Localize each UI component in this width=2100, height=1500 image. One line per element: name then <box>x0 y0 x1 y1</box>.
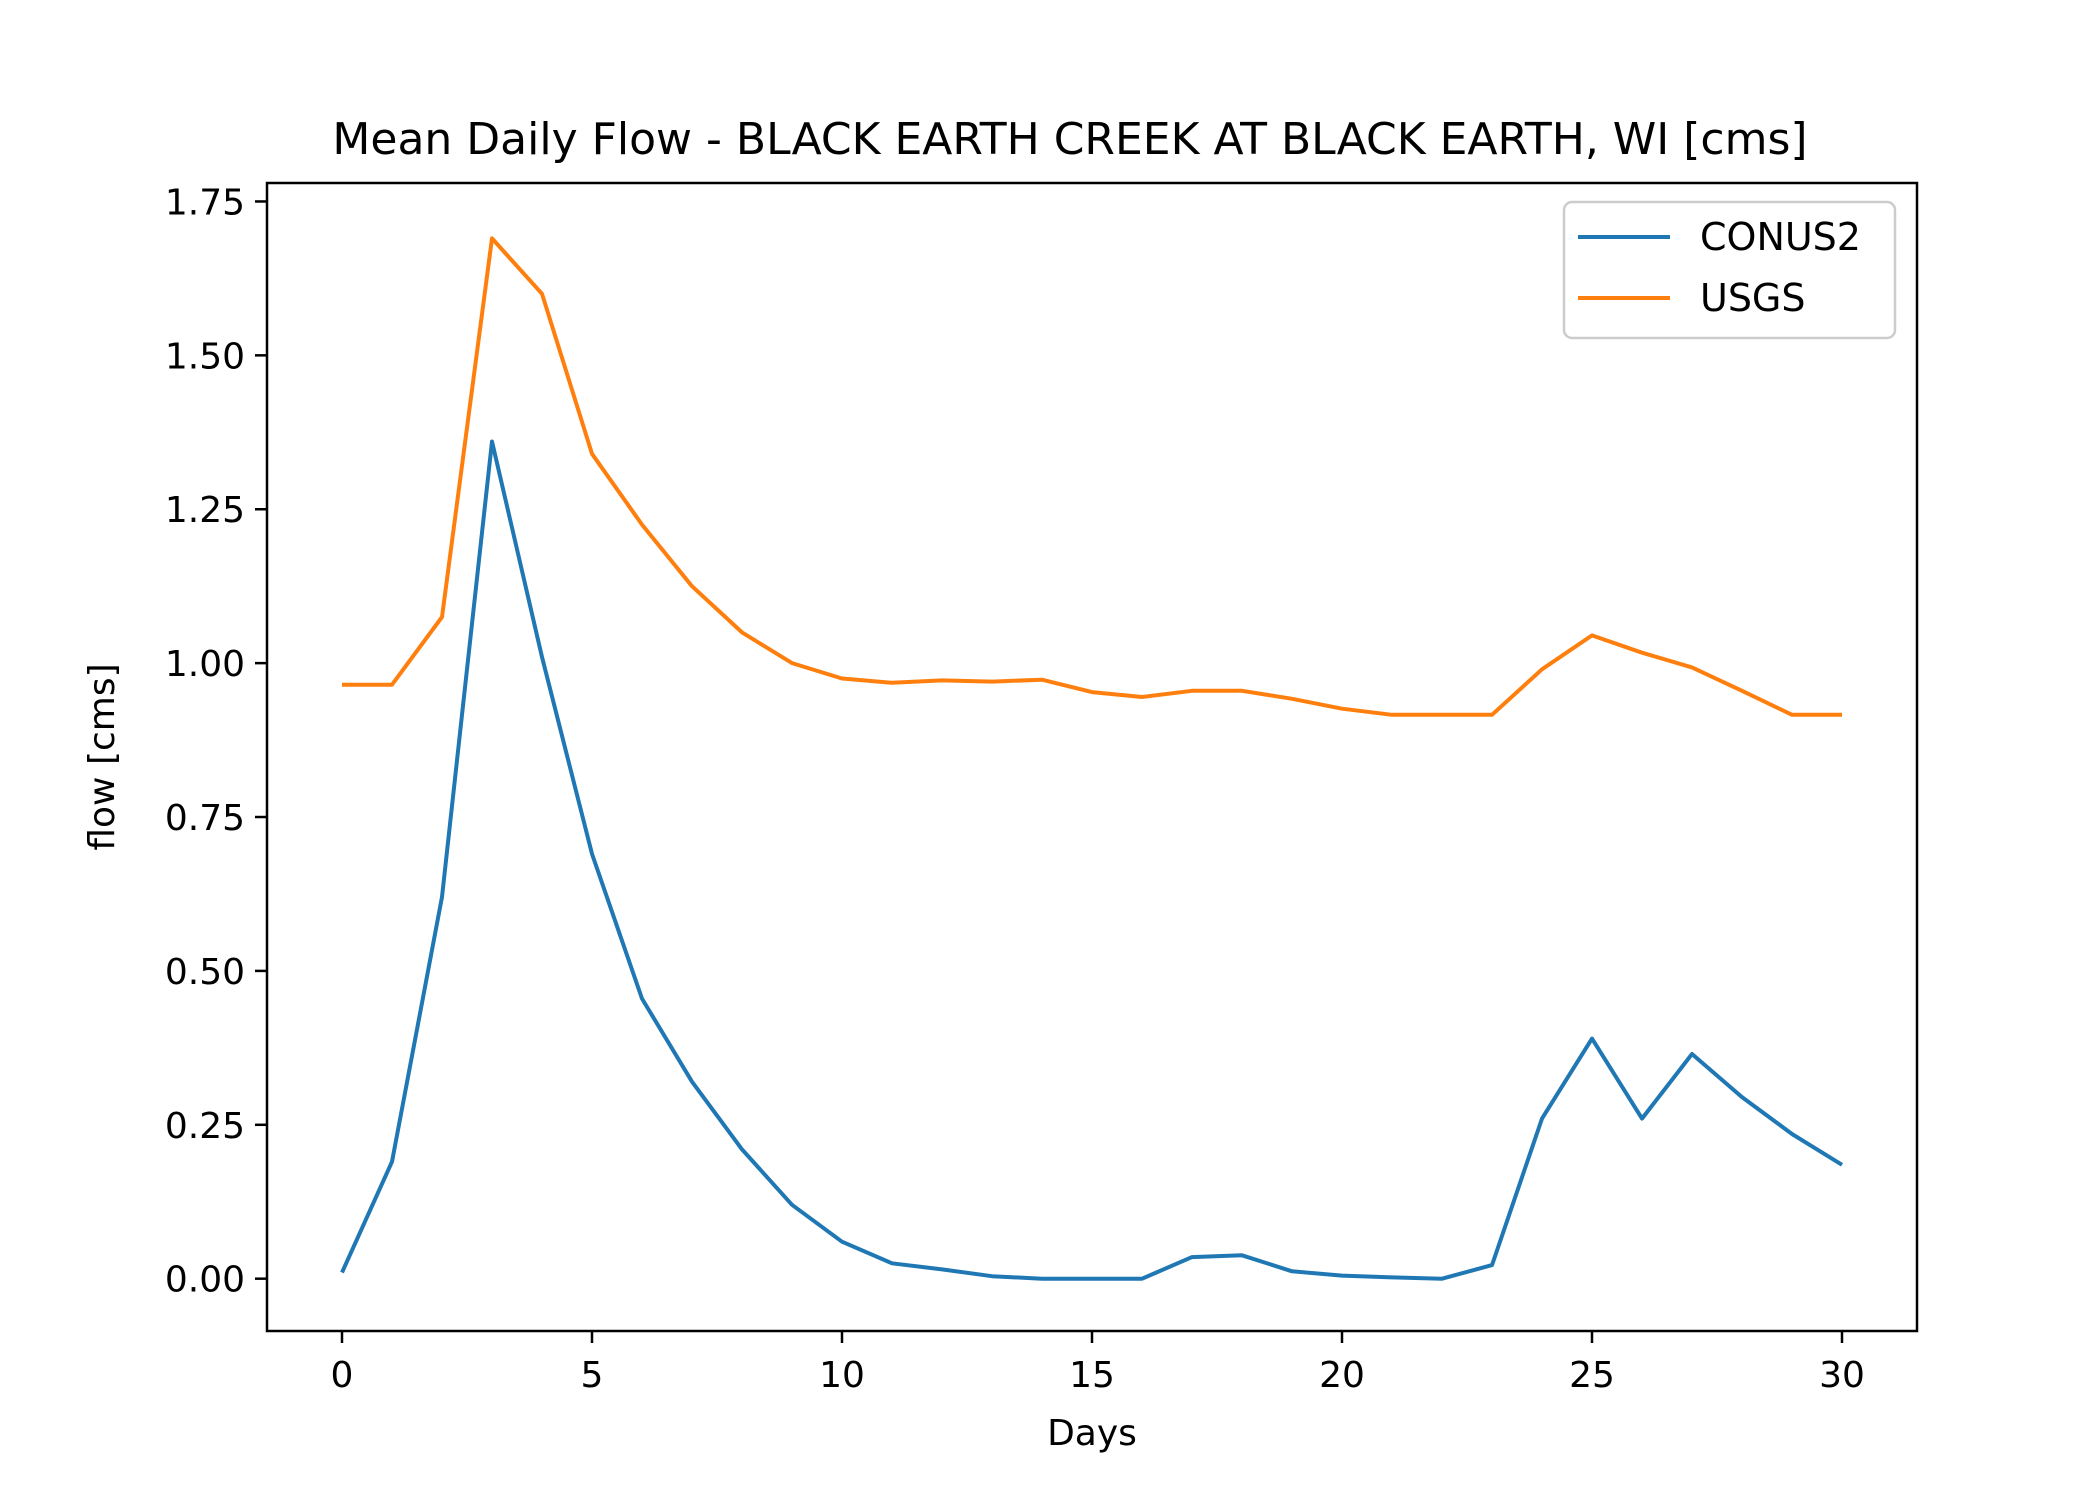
y-tick-label: 0.25 <box>165 1106 245 1147</box>
x-tick-label: 25 <box>1569 1355 1615 1396</box>
legend-label-conus2: CONUS2 <box>1700 215 1861 259</box>
x-tick-label: 0 <box>331 1355 354 1396</box>
y-tick-label: 0.75 <box>165 798 245 839</box>
y-tick-label: 0.00 <box>165 1260 245 1301</box>
y-axis-label: flow [cms] <box>82 663 123 850</box>
legend: CONUS2 USGS <box>1562 200 1897 340</box>
series-line-usgs <box>342 236 1842 717</box>
x-axis-ticks: 0 5 10 15 20 25 30 <box>331 1331 1865 1396</box>
x-tick-label: 30 <box>1819 1355 1865 1396</box>
x-tick-label: 10 <box>819 1355 865 1396</box>
y-tick-label: 1.00 <box>165 644 245 685</box>
x-tick-label: 20 <box>1319 1355 1365 1396</box>
series-line-conus2 <box>340 439 1844 1281</box>
chart-title: Mean Daily Flow - BLACK EARTH CREEK AT B… <box>332 114 1807 165</box>
plot-frame <box>265 181 1919 1333</box>
y-tick-label: 0.50 <box>165 952 245 993</box>
y-tick-label: 1.25 <box>165 490 245 531</box>
y-tick-label: 1.75 <box>165 182 245 223</box>
y-tick-label: 1.50 <box>165 336 245 377</box>
x-axis-label: Days <box>1047 1413 1137 1454</box>
y-axis-ticks: 0.00 0.25 0.50 0.75 1.00 1.25 1.50 1.75 <box>165 182 267 1301</box>
legend-label-usgs: USGS <box>1700 276 1806 320</box>
x-tick-label: 5 <box>581 1355 604 1396</box>
plot-lines <box>340 236 1844 1281</box>
x-tick-label: 15 <box>1069 1355 1115 1396</box>
